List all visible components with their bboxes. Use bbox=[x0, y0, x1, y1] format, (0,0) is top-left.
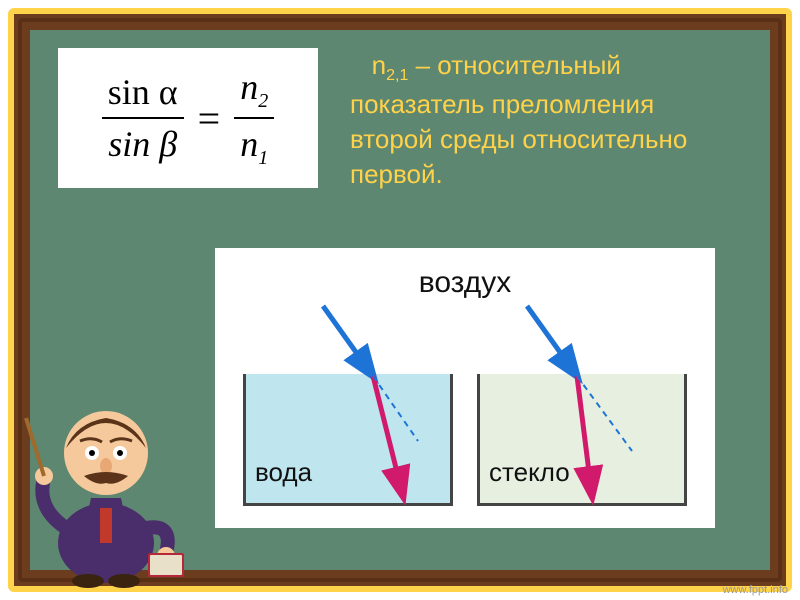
n2-sub: 2 bbox=[258, 90, 268, 112]
n-subscript: 2,1 bbox=[386, 67, 408, 84]
medium-glass: стекло bbox=[477, 336, 687, 506]
fraction-left: sin α sin β bbox=[102, 71, 184, 165]
water-label: вода bbox=[255, 457, 312, 488]
sin-beta: sin β bbox=[108, 124, 177, 164]
glass-incident-ray bbox=[527, 306, 577, 376]
description-text: n2,1 – относительный показатель преломле… bbox=[350, 48, 744, 192]
formula-box: sin α sin β = n2 n1 bbox=[58, 48, 318, 188]
snells-law-formula: sin α sin β = n2 n1 bbox=[102, 66, 274, 170]
sin-alpha: sin α bbox=[108, 72, 178, 112]
n1-symbol: n bbox=[240, 124, 258, 164]
footer-link: www.fppt.info bbox=[723, 584, 788, 596]
n2-symbol: n bbox=[240, 67, 258, 107]
n-symbol: n bbox=[372, 50, 386, 80]
fraction-line-left bbox=[102, 117, 184, 119]
fraction-right: n2 n1 bbox=[234, 66, 274, 170]
teacher-icon bbox=[16, 368, 196, 588]
medium-water: вода bbox=[243, 336, 453, 506]
air-label: воздух bbox=[419, 266, 512, 300]
glass-label: стекло bbox=[489, 457, 570, 488]
indent bbox=[350, 50, 372, 80]
left-denominator: sin β bbox=[102, 123, 183, 165]
n1-sub: 1 bbox=[258, 147, 268, 169]
left-numerator: sin α bbox=[102, 71, 184, 113]
water-incident-ray bbox=[323, 306, 373, 376]
refraction-diagram: воздух вода с bbox=[215, 248, 715, 528]
fraction-line-right bbox=[234, 117, 274, 119]
right-denominator: n1 bbox=[234, 123, 274, 170]
equals-sign: = bbox=[198, 95, 221, 142]
water-refracted-ray bbox=[373, 376, 403, 496]
right-numerator: n2 bbox=[234, 66, 274, 113]
